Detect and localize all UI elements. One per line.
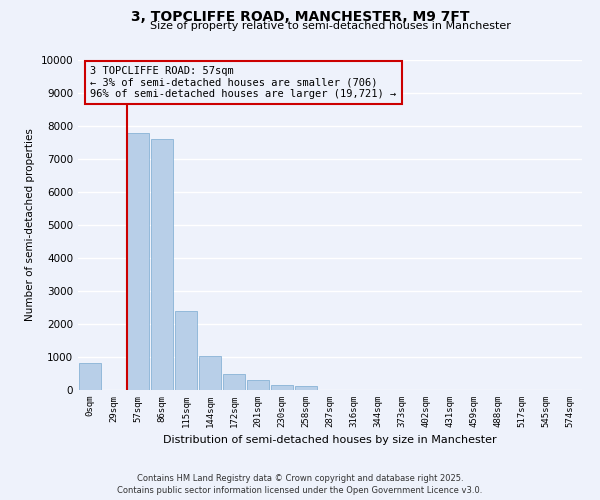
Bar — [295, 386, 317, 390]
Bar — [175, 312, 197, 390]
Bar — [127, 134, 149, 390]
Bar — [79, 363, 101, 390]
Bar — [223, 374, 245, 390]
Bar — [247, 380, 269, 390]
Text: 3 TOPCLIFFE ROAD: 57sqm
← 3% of semi-detached houses are smaller (706)
96% of se: 3 TOPCLIFFE ROAD: 57sqm ← 3% of semi-det… — [90, 66, 397, 99]
X-axis label: Distribution of semi-detached houses by size in Manchester: Distribution of semi-detached houses by … — [163, 436, 497, 446]
Bar — [199, 356, 221, 390]
Bar — [271, 385, 293, 390]
Y-axis label: Number of semi-detached properties: Number of semi-detached properties — [25, 128, 35, 322]
Text: 3, TOPCLIFFE ROAD, MANCHESTER, M9 7FT: 3, TOPCLIFFE ROAD, MANCHESTER, M9 7FT — [131, 10, 469, 24]
Text: Contains HM Land Registry data © Crown copyright and database right 2025.
Contai: Contains HM Land Registry data © Crown c… — [118, 474, 482, 495]
Title: Size of property relative to semi-detached houses in Manchester: Size of property relative to semi-detach… — [149, 22, 511, 32]
Bar — [151, 139, 173, 390]
